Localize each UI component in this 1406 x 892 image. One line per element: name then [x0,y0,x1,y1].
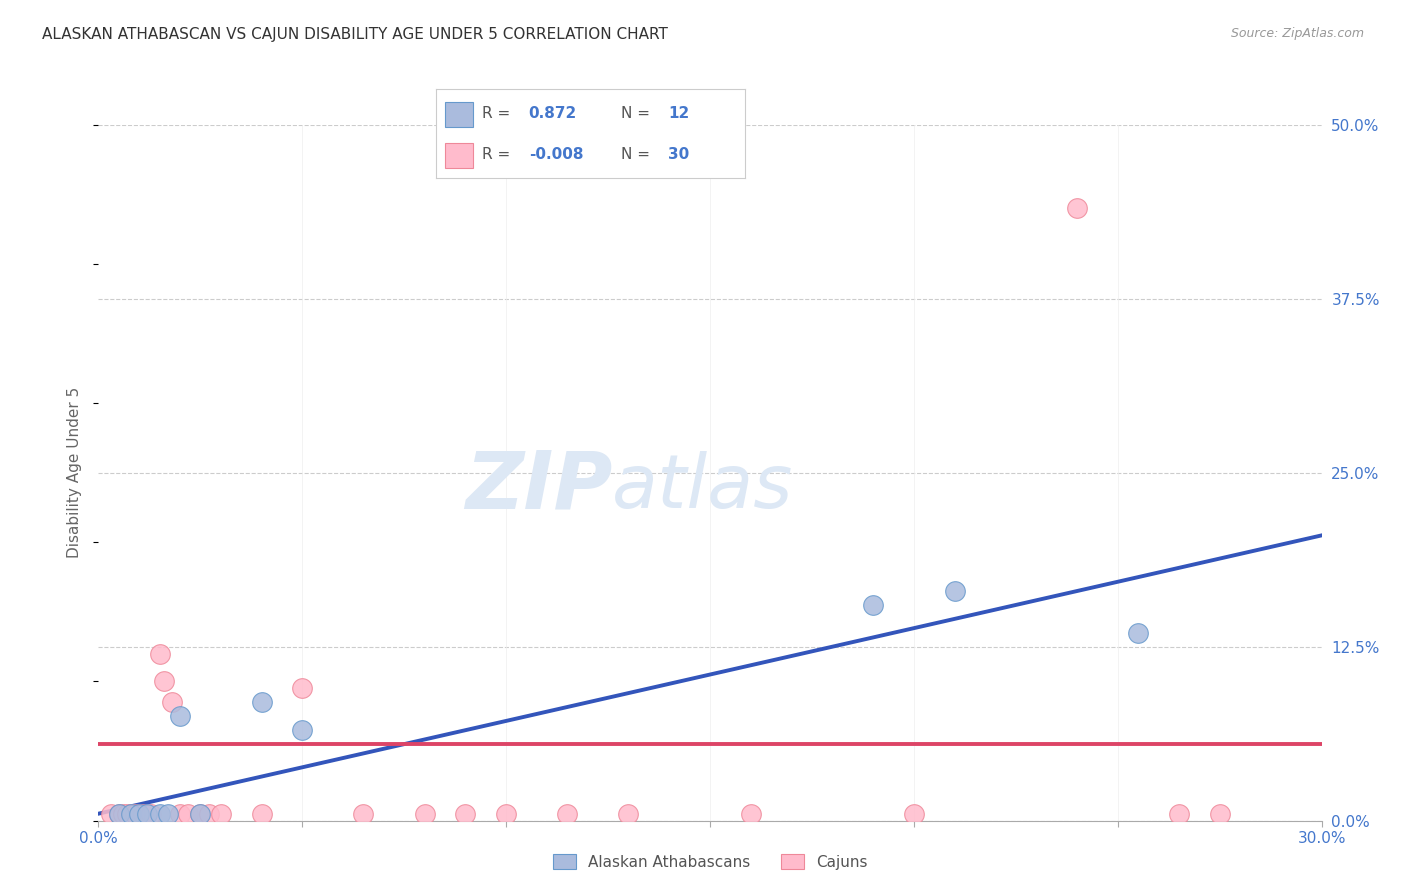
Point [156,806,179,821]
Text: N =: N = [621,147,655,161]
Text: N =: N = [621,106,655,120]
Point [177,806,200,821]
Point [128,806,150,821]
Point [188,806,212,821]
Point [250,806,273,821]
Point [209,806,232,821]
Point [188,806,212,821]
FancyBboxPatch shape [446,143,472,168]
Y-axis label: Disability Age Under 5: Disability Age Under 5 [67,387,83,558]
Point [197,806,219,821]
Point [108,806,131,821]
Point [128,806,150,821]
Point [132,806,155,821]
Point [1209,806,1232,821]
Point [169,806,191,821]
Point [149,647,172,661]
Point [740,806,762,821]
Text: atlas: atlas [612,450,793,523]
Point [111,806,134,821]
Text: -0.008: -0.008 [529,147,583,161]
Point [617,806,640,821]
Point [120,806,142,821]
FancyBboxPatch shape [446,102,472,127]
Point [250,695,273,709]
Text: R =: R = [482,147,516,161]
Point [141,806,163,821]
Point [413,806,436,821]
Point [557,806,579,821]
Point [291,723,314,738]
Point [100,806,122,821]
Legend: Alaskan Athabascans, Cajuns: Alaskan Athabascans, Cajuns [547,847,873,876]
Point [943,584,966,599]
Point [108,806,131,821]
Text: ALASKAN ATHABASCAN VS CAJUN DISABILITY AGE UNDER 5 CORRELATION CHART: ALASKAN ATHABASCAN VS CAJUN DISABILITY A… [42,27,668,42]
Point [903,806,925,821]
Point [291,681,314,696]
Point [454,806,477,821]
Point [149,806,172,821]
Point [169,709,191,723]
Point [152,674,174,689]
Point [1128,625,1150,640]
Text: ZIP: ZIP [465,448,612,525]
Text: R =: R = [482,106,516,120]
Point [862,598,884,612]
Point [495,806,517,821]
Point [124,806,146,821]
Point [352,806,374,821]
Text: Source: ZipAtlas.com: Source: ZipAtlas.com [1230,27,1364,40]
Text: 0.872: 0.872 [529,106,576,120]
Point [1066,202,1088,216]
Text: 30: 30 [668,147,689,161]
Point [115,806,138,821]
Text: 12: 12 [668,106,689,120]
Point [1167,806,1189,821]
Point [120,806,142,821]
Point [160,695,183,709]
Point [136,806,159,821]
